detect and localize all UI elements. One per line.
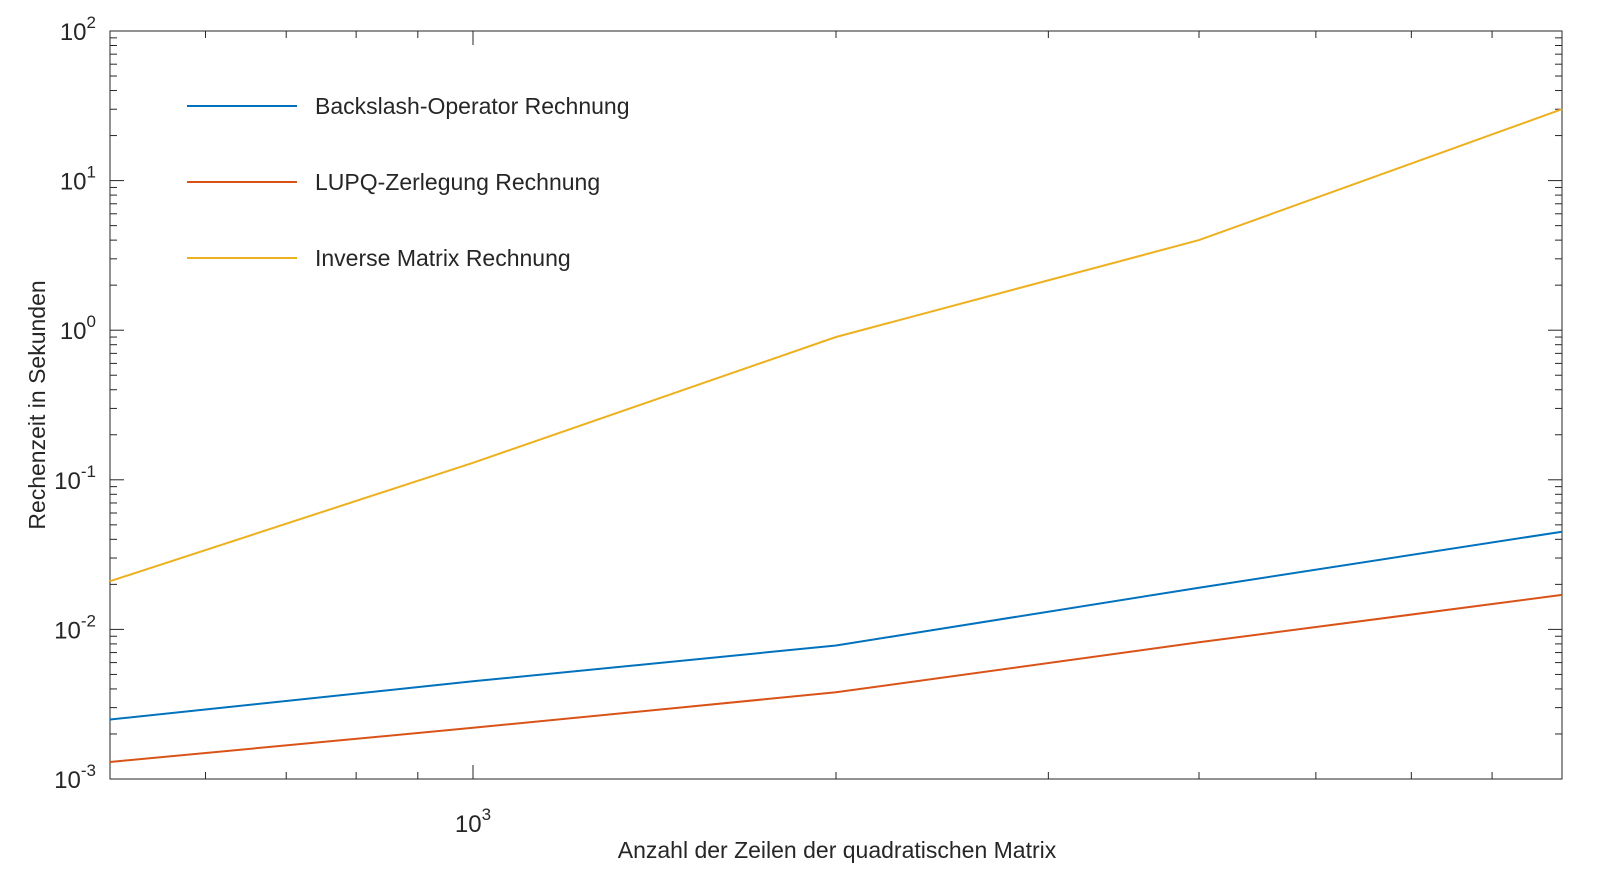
y-tick-label: 10-1: [54, 462, 96, 495]
y-axis-label: Rechenzeit in Sekunden: [24, 280, 50, 529]
legend: Backslash-Operator Rechnung LUPQ-Zerlegun…: [187, 93, 630, 271]
legend-label-2: LUPQ-Zerlegung Rechnung: [315, 169, 600, 195]
x-tick-label: 103: [455, 805, 491, 838]
series-line-3: [109, 108, 1563, 583]
y-tick-label: 101: [60, 163, 96, 196]
series-line-2: [109, 593, 1563, 763]
plot-box: [109, 30, 1563, 780]
y-tick-label: 10-3: [54, 761, 96, 794]
tick-labels: 10-3 10-2 10-1 100 101 102 103: [54, 13, 491, 838]
series-line-1: [109, 530, 1563, 721]
plot-frame: [109, 30, 1563, 780]
legend-label-3: Inverse Matrix Rechnung: [315, 245, 571, 271]
y-tick-label: 102: [60, 13, 96, 46]
y-tick-label: 100: [60, 312, 96, 345]
x-axis-label: Anzahl der Zeilen der quadratischen Matr…: [618, 837, 1057, 863]
legend-label-1: Backslash-Operator Rechnung: [315, 93, 630, 119]
series-lines: [109, 108, 1563, 763]
ticks: [109, 31, 1563, 780]
y-tick-label: 10-2: [54, 611, 96, 644]
